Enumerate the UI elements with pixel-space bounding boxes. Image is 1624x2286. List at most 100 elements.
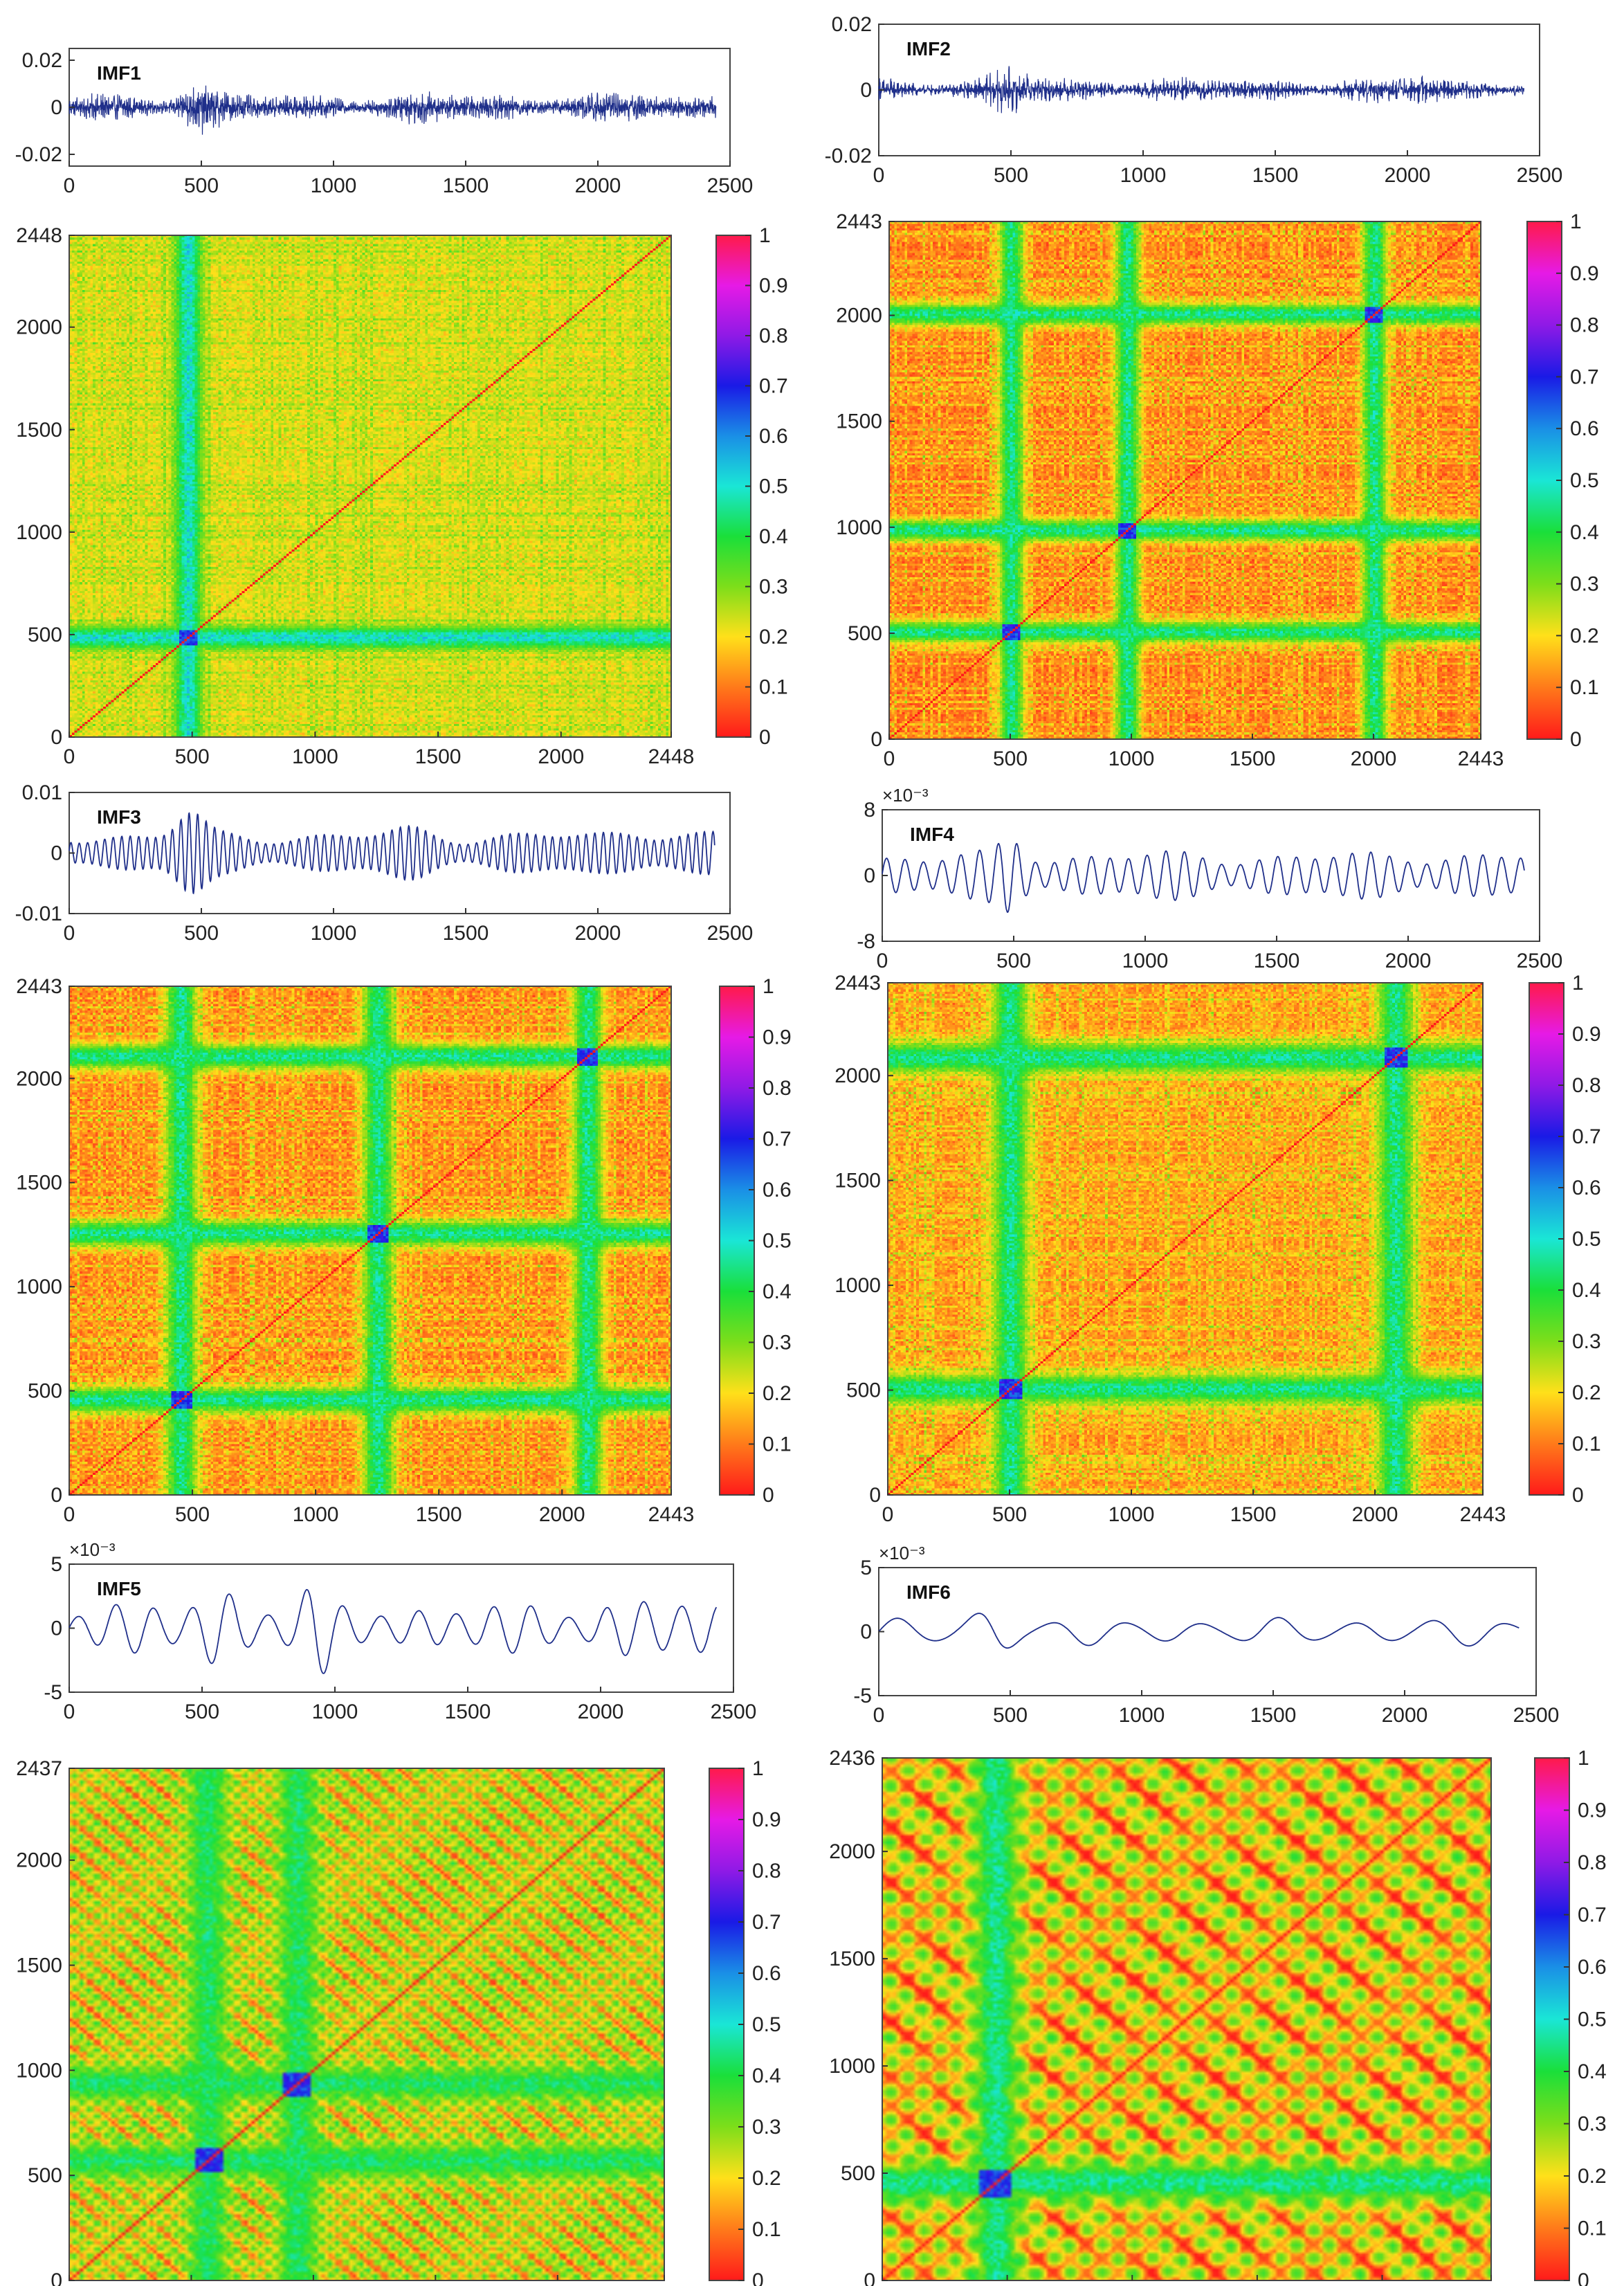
imf5-signal-multiplier: ×10⁻³ (69, 1539, 116, 1560)
imf1-signal-label: IMF1 (97, 62, 141, 84)
imf4-signal-ytick-label: -8 (857, 930, 875, 953)
imf1-signal-xtick-label: 500 (184, 174, 219, 197)
imf4-recurrence-colorbar-tick-label: 0.7 (1572, 1125, 1601, 1148)
imf1-recurrence-ytick-label: 0 (51, 726, 62, 749)
imf5-recurrence-panel: 0500100015002000243705001000150020002437… (16, 1757, 781, 2286)
imf1-signal-ytick-label: 0.02 (22, 49, 62, 72)
imf3-recurrence-colorbar-tick-label: 0.5 (763, 1230, 792, 1253)
imf5-recurrence-ytick-label: 1500 (16, 1954, 62, 1977)
imf5-recurrence-colorbar-tick-label: 0.3 (752, 2116, 781, 2139)
imf3-recurrence-colorbar-tick-label: 0.4 (763, 1280, 792, 1303)
imf2-recurrence-colorbar-tick-label: 0.5 (1570, 469, 1599, 492)
imf2-signal-xtick-label: 1000 (1120, 164, 1167, 187)
imf6-recurrence-colorbar-tick-label: 0.7 (1578, 1904, 1607, 1927)
imf3-recurrence-ytick-label: 2000 (16, 1067, 62, 1090)
imf6-recurrence-ytick-label: 500 (841, 2162, 875, 2185)
imf4-recurrence-ytick-label: 500 (846, 1379, 881, 1402)
imf1-recurrence-ytick-label: 2448 (16, 224, 62, 247)
imf6-recurrence-ytick-label: 0 (864, 2269, 875, 2286)
imf5-recurrence-ytick-label: 0 (51, 2269, 62, 2286)
imf2-recurrence-colorbar-tick-label: 1 (1570, 210, 1582, 233)
imf6-signal-trace (878, 1613, 1520, 1649)
imf1-signal-trace (69, 85, 717, 135)
imf3-recurrence-matrix (69, 986, 671, 1495)
imf6-signal-xtick-label: 2000 (1382, 1704, 1428, 1727)
imf6-recurrence-panel: 0500100015002000243605001000150020002436… (829, 1747, 1606, 2286)
imf1-signal-xtick-label: 2500 (707, 174, 754, 197)
imf5-recurrence-ytick-label: 2437 (16, 1757, 62, 1780)
imf4-recurrence-xtick-label: 0 (882, 1503, 894, 1526)
imf1-signal-xtick-label: 2000 (575, 174, 621, 197)
imf2-recurrence-panel: 0 500 1000 1500 2000 2443 0 500 1000 1500 2000 2443… (836, 210, 1598, 770)
imf6-recurrence-colorbar-tick-label: 0.9 (1578, 1799, 1607, 1822)
imf5-recurrence-ytick-label: 2000 (16, 1849, 62, 1872)
imf1-recurrence-colorbar-tick-label: 0.2 (759, 626, 788, 648)
imf3-signal-xtick-label: 1000 (311, 922, 357, 945)
imf2-recurrence-xtick-label: 2443 (1458, 747, 1504, 770)
imf4-signal-ytick-label: 8 (864, 799, 875, 822)
imf2-recurrence-axes-frame (888, 221, 1481, 740)
imf4-recurrence-ytick-label: 1000 (834, 1274, 881, 1297)
imf2-signal-xtick-label: 2000 (1385, 164, 1431, 187)
imf4-signal-xtick-label: 2000 (1385, 950, 1432, 972)
imf6-recurrence-colorbar-tick-label: 0.3 (1578, 2113, 1607, 2136)
imf6-recurrence-colorbar-tick-label: 0.8 (1578, 1851, 1607, 1874)
imf6-signal-label: IMF6 (906, 1581, 951, 1603)
imf2-recurrence-matrix (889, 221, 1481, 739)
imf4-signal-trace (882, 842, 1525, 914)
imf5-signal-trace (69, 1588, 718, 1674)
imf2-recurrence-colorbar-tick-label: 0.7 (1570, 365, 1599, 388)
imf4-recurrence-panel: 0 500 1000 1500 2000 2443 0 500 1000 1500 2000 2443… (834, 972, 1600, 1526)
imf4-signal-xtick-label: 500 (996, 950, 1031, 972)
imf1-recurrence-xtick-label: 1000 (292, 745, 338, 768)
imf1-recurrence-colorbar-tick-label: 1 (759, 224, 771, 247)
imf4-recurrence-colorbar-tick-label: 0.8 (1572, 1074, 1601, 1097)
imf3-signal-xtick-label: 1500 (443, 922, 489, 945)
imf5-recurrence-colorbar-tick-label: 0.2 (752, 2167, 781, 2190)
imf5-signal-label: IMF5 (97, 1578, 141, 1599)
imf3-recurrence-xtick-label: 2000 (539, 1503, 585, 1526)
imf5-signal-xtick-label: 1500 (445, 1700, 491, 1723)
imf5-signal-ytick-label: 5 (51, 1553, 62, 1576)
imf2-recurrence-xtick-label: 2000 (1351, 747, 1397, 770)
imf2-recurrence-colorbar-tick-label: 0.8 (1570, 314, 1599, 337)
imf4-recurrence-xtick-label: 500 (992, 1503, 1027, 1526)
imf5-recurrence-colorbar-tick-label: 0.1 (752, 2218, 781, 2241)
imf3-recurrence-ytick-label: 500 (28, 1380, 62, 1403)
imf1-recurrence-panel: 0 500 1000 1500 2000 2448 0 500 1000 1500 2000 2448… (16, 224, 787, 768)
imf6-recurrence-colorbar-tick-label: 0.4 (1578, 2060, 1607, 2083)
imf2-recurrence-ytick-label: 2000 (836, 305, 882, 327)
imf3-recurrence-colorbar-tick-label: 0.7 (763, 1128, 792, 1151)
imf4-recurrence-ytick-label: 2000 (834, 1064, 881, 1087)
imf1-recurrence-xtick-label: 1500 (415, 745, 462, 768)
imf4-recurrence-xtick-label: 1500 (1230, 1503, 1277, 1526)
imf4-recurrence-colorbar-tick-label: 0.1 (1572, 1433, 1601, 1455)
imf1-recurrence-matrix (69, 235, 671, 737)
imf5-signal-xtick-label: 0 (64, 1700, 75, 1723)
imf3-recurrence-xtick-label: 0 (64, 1503, 75, 1526)
imf2-signal-xtick-label: 2500 (1517, 164, 1563, 187)
imf6-recurrence-colorbar-tick-label: 0.2 (1578, 2165, 1607, 2188)
imf1-recurrence-ytick-label: 2000 (16, 316, 62, 339)
imf3-recurrence-colorbar-tick-label: 0.8 (763, 1077, 792, 1100)
imf1-signal-ytick-label: 0 (51, 96, 62, 119)
imf3-signal-ytick-label: 0.01 (22, 781, 62, 804)
imf5-signal-ytick-label: -5 (44, 1681, 62, 1704)
imf2-recurrence-colorbar-tick-label: 0.3 (1570, 573, 1599, 596)
imf2-recurrence-colorbar-tick-label: 0.1 (1570, 676, 1599, 699)
imf1-recurrence-xtick-label: 500 (175, 745, 210, 768)
imf4-recurrence-colorbar-tick-label: 0.2 (1572, 1381, 1601, 1404)
imf4-recurrence-ytick-label: 2443 (834, 972, 881, 995)
imf2-recurrence-ytick-label: 2443 (836, 210, 882, 233)
imf2-recurrence-ytick-label: 1000 (836, 516, 882, 539)
imf3-recurrence-xtick-label: 1500 (416, 1503, 462, 1526)
imf5-recurrence-colorbar-tick-label: 0.8 (752, 1860, 781, 1883)
imf4-recurrence-colorbar-tick-label: 0.3 (1572, 1330, 1601, 1353)
imf1-signal-xtick-label: 0 (64, 174, 75, 197)
imf5-recurrence-colorbar-tick-label: 1 (752, 1757, 764, 1780)
imf5-signal-xtick-label: 500 (185, 1700, 219, 1723)
imf3-signal-ytick-label: 0 (51, 842, 62, 865)
